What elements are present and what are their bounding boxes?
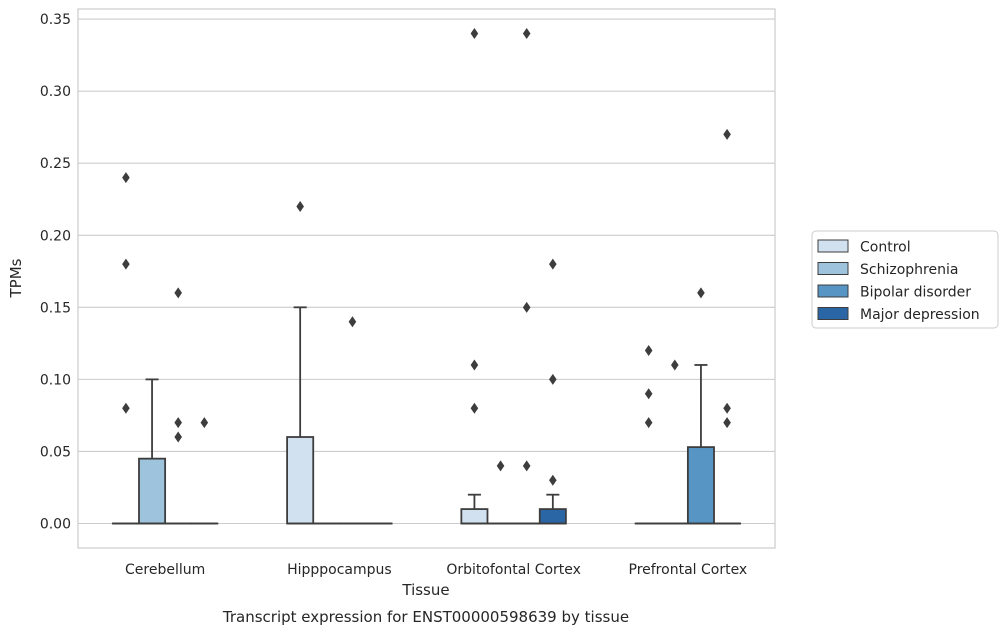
outlier-point xyxy=(470,359,479,371)
legend-label: Control xyxy=(860,240,911,256)
outlier-point xyxy=(470,402,479,414)
box-0-0 xyxy=(111,172,140,525)
y-tick-label: 0.20 xyxy=(40,228,71,244)
chart-caption: Transcript expression for ENST0000059863… xyxy=(222,608,629,626)
box-1-0 xyxy=(138,378,167,525)
box-2-0 xyxy=(164,287,193,525)
outlier-point xyxy=(122,172,130,184)
outlier-point xyxy=(496,460,505,472)
legend-frame xyxy=(811,230,999,329)
x-axis-ticks: Cerebellum Hipppocampus Orbitofontal Corte… xyxy=(125,562,747,578)
outlier-point xyxy=(174,287,182,299)
outlier-point xyxy=(697,287,705,299)
box-rect xyxy=(538,508,567,525)
box-0-2 xyxy=(460,28,489,525)
outlier-point xyxy=(549,474,557,486)
outlier-point xyxy=(348,316,357,328)
legend-label: Major depression xyxy=(860,307,980,323)
outlier-point xyxy=(522,28,531,39)
plot-frame xyxy=(77,8,776,549)
legend-label: Schizophrenia xyxy=(860,262,958,278)
box-rect xyxy=(138,457,167,525)
gridlines xyxy=(78,18,775,525)
outlier-point xyxy=(644,388,653,400)
legend-label: Bipolar disorder xyxy=(860,285,971,301)
outlier-point xyxy=(122,402,130,414)
legend-swatch xyxy=(817,239,849,253)
outlier-point xyxy=(644,417,653,429)
outlier-point xyxy=(296,200,304,212)
outlier-point xyxy=(174,431,182,443)
outlier-point xyxy=(644,345,653,357)
outlier-point xyxy=(470,28,479,39)
x-tick-label: Orbitofontal Cortex xyxy=(446,562,581,578)
legend-swatch xyxy=(817,284,849,298)
box-plot-area xyxy=(111,28,742,525)
box-2-1 xyxy=(338,316,367,525)
outlier-point xyxy=(174,417,182,429)
outlier-point xyxy=(671,359,679,371)
x-tick-label: Cerebellum xyxy=(125,562,205,578)
box-3-0 xyxy=(190,417,219,525)
box-1-3 xyxy=(660,359,689,525)
outlier-point xyxy=(723,402,731,414)
box-0-1 xyxy=(286,200,315,525)
outlier-point xyxy=(122,258,130,270)
box-0-3 xyxy=(634,345,663,525)
x-tick-label: Hipppocampus xyxy=(287,562,392,578)
legend-swatch xyxy=(817,262,849,275)
x-tick-label: Prefrontal Cortex xyxy=(629,562,748,578)
y-tick-label: 0.35 xyxy=(40,12,71,28)
y-tick-label: 0.30 xyxy=(40,84,71,100)
outlier-point xyxy=(723,128,731,140)
outlier-point xyxy=(723,417,731,429)
y-axis-ticks: 0.00 0.05 0.10 0.15 0.20 0.25 0.30 0.35 xyxy=(40,12,71,532)
outlier-point xyxy=(200,417,209,429)
y-tick-label: 0.05 xyxy=(40,444,71,460)
box-rect xyxy=(686,446,715,525)
box-1-2 xyxy=(486,460,515,525)
y-tick-label: 0.15 xyxy=(40,300,71,316)
box-3-3 xyxy=(713,128,742,525)
box-rect xyxy=(286,436,315,525)
outlier-point xyxy=(522,460,531,472)
box-2-3 xyxy=(686,287,715,525)
y-tick-label: 0.10 xyxy=(40,372,71,388)
outlier-point xyxy=(549,373,557,385)
box-rect xyxy=(460,508,489,525)
y-axis-label: TPMs xyxy=(7,258,25,298)
x-axis-label: Tissue xyxy=(401,581,449,599)
box-2-2 xyxy=(512,28,541,525)
outlier-point xyxy=(522,301,531,313)
box-3-2 xyxy=(538,258,567,525)
y-tick-label: 0.00 xyxy=(40,517,71,533)
legend-swatch xyxy=(817,307,849,320)
outlier-point xyxy=(549,258,557,270)
legend: Control Schizophrenia Bipolar disorder Majo… xyxy=(811,230,999,329)
y-tick-label: 0.25 xyxy=(40,156,71,172)
